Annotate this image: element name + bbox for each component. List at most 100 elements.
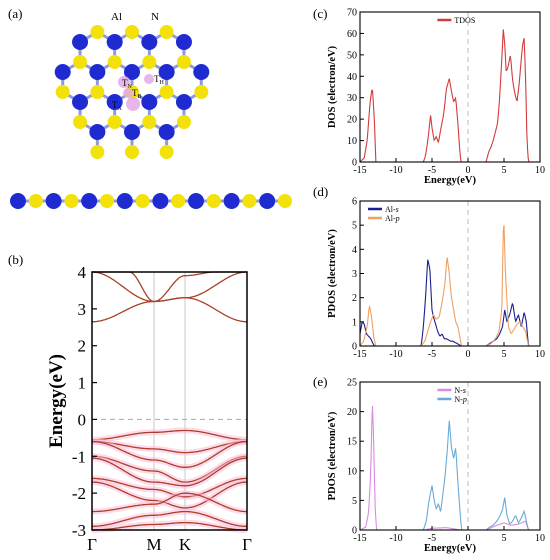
y-axis-label: PDOS (electron/eV) [327,229,338,318]
k-point-label: Γ [242,535,252,554]
x-tick-label: -5 [428,349,436,360]
y-tick-label: 15 [347,437,357,448]
y-tick-label: 5 [352,221,357,232]
al-atom [141,34,158,50]
y-tick-label: -3 [72,521,86,540]
n-atom [100,194,114,208]
panel-label-a: (a) [8,6,23,21]
al-atom [152,193,169,209]
conduction-band [91,297,248,323]
y-axis-label: DOS (electron/eV) [327,45,338,128]
structure-atoms [54,25,210,159]
site-marker-ta [126,97,140,111]
al-atom [175,34,192,50]
al-pdos-chart: -15 -10 -5 0 5 10 0 1 2 3 4 5 6 PDOS (electron/eV) Al-… [327,197,545,361]
al-atom [106,94,123,110]
al-atom [81,193,98,209]
x-tick-label: -10 [389,533,402,544]
tdos-chart: -15 -10 -5 0 5 10 0 10 20 30 40 50 60 70 Energy(eV) DOS… [327,8,545,187]
y-tick-label: 3 [352,269,357,280]
valence-band [91,440,248,468]
x-tick-label: 0 [466,165,471,176]
al-atom [124,64,140,80]
y-tick-label: 3 [78,300,87,319]
x-tick-label: 5 [502,165,507,176]
y-tick-label: 20 [347,115,357,126]
y-tick-label: 25 [347,378,357,389]
x-axis-label: Energy(eV) [424,543,476,554]
n-atom [278,194,292,208]
dos-curve-tdos [359,29,540,163]
y-tick-label: 70 [347,8,357,19]
x-tick-label: -5 [428,165,436,176]
al-atom [89,64,106,80]
structure-side-view [10,193,292,209]
al-atom [54,64,71,80]
x-tick-label: 10 [535,165,545,176]
panel-label-e: (e) [313,374,328,389]
al-atom [158,64,175,80]
valence-band [92,492,247,513]
valence-band [92,521,247,531]
n-atom [125,25,139,39]
n-atom [107,115,122,129]
legend-entry: N-s [454,386,466,395]
y-tick-label: -1 [72,447,86,466]
site-label-tn: TN [122,78,133,90]
legend-entry: Al-s [385,205,399,214]
adsorption-sites: TN TH TB TA [112,74,165,112]
n-atom [28,194,43,208]
atom-label-n: N [151,11,159,23]
valence-band [91,457,248,487]
x-tick-label: 10 [535,349,545,360]
valence-band [92,429,247,441]
y-tick-label: 50 [347,50,357,61]
plot-frame [91,271,248,531]
panel-label-d: (d) [313,184,329,199]
site-label-th: TH [154,74,165,86]
x-tick-label: -10 [389,349,402,360]
conduction-band [92,271,247,303]
x-tick-label: -10 [389,165,402,176]
conduction-band [92,271,247,303]
band-structure-chart: -3 -2 -1 0 1 2 3 4 Γ M K Γ Energy(eV) [46,263,252,554]
al-atom [193,64,210,80]
y-tick-label: 4 [352,245,357,256]
valence-band [92,510,247,527]
y-tick-label: 0 [352,526,357,537]
y-tick-label: 10 [347,136,357,147]
al-atom [223,193,240,209]
legend-entry: Al-p [385,214,400,223]
n-atom [242,194,257,208]
y-tick-label: 0 [78,410,87,429]
n-atom [194,85,209,99]
y-tick-label: 0 [352,158,357,169]
y-tick-label: 20 [347,407,357,418]
y-tick-label: 5 [352,496,357,507]
al-atom [259,193,276,209]
n-atom [206,194,221,208]
n-atom [73,55,88,69]
al-atom [116,193,133,209]
x-tick-label: 5 [502,533,507,544]
x-tick-label: 0 [466,533,471,544]
n-atom [107,55,122,69]
dos-curve-als [359,259,540,347]
al-atom [10,193,26,209]
x-tick-label: 10 [535,533,545,544]
atom-label-al: Al [111,11,122,23]
al-atom [124,124,140,140]
n-atom [142,115,157,129]
panel-label-c: (c) [313,6,328,21]
site-label-ta: TA [112,100,123,112]
n-atom [73,115,88,129]
n-atom [90,145,105,159]
al-atom [141,94,158,110]
n-atom [159,25,174,39]
k-point-label: Γ [87,535,97,554]
dos-curve-alp [359,225,540,347]
x-tick-label: -15 [353,349,366,360]
n-atom [176,55,191,69]
y-tick-label: 0 [352,342,357,353]
site-marker-th [144,74,154,84]
